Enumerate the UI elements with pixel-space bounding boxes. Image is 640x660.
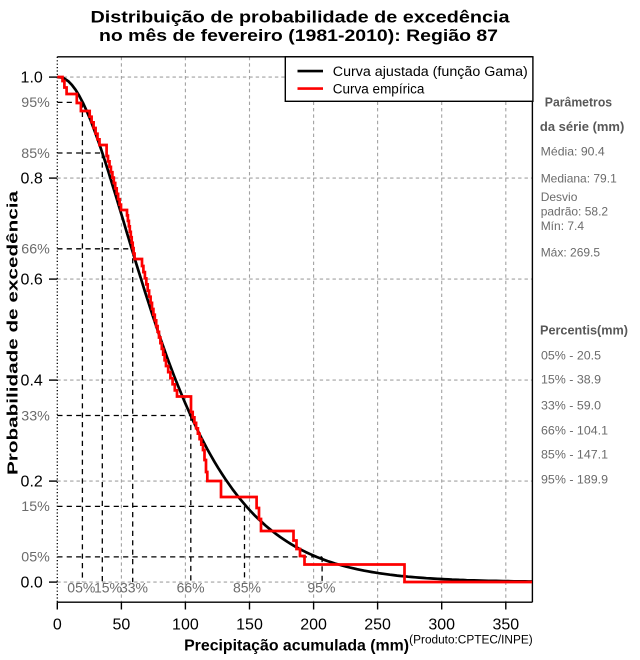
svg-text:200: 200 xyxy=(300,617,327,634)
svg-text:Parâmetros: Parâmetros xyxy=(545,95,612,109)
svg-text:0: 0 xyxy=(53,617,62,634)
svg-text:Distribuição de probabilidade: Distribuição de probabilidade de excedên… xyxy=(91,8,511,26)
svg-text:05% - 20.5: 05% - 20.5 xyxy=(541,349,601,363)
svg-text:85%: 85% xyxy=(21,145,50,161)
svg-text:Desvio: Desvio xyxy=(541,190,578,204)
svg-text:Mediana: 79.1: Mediana: 79.1 xyxy=(541,172,617,186)
svg-text:0.6: 0.6 xyxy=(21,272,43,289)
svg-text:1.0: 1.0 xyxy=(21,70,43,87)
svg-text:15%: 15% xyxy=(94,580,122,596)
svg-text:33%: 33% xyxy=(120,580,148,596)
svg-text:66% - 104.1: 66% - 104.1 xyxy=(541,424,608,438)
svg-text:Curva ajustada (função Gama): Curva ajustada (função Gama) xyxy=(333,64,528,79)
svg-text:33%: 33% xyxy=(21,407,50,423)
svg-text:padrão: 58.2: padrão: 58.2 xyxy=(541,204,609,218)
svg-text:15%: 15% xyxy=(21,498,50,514)
svg-text:0.8: 0.8 xyxy=(21,171,43,188)
svg-text:da série (mm): da série (mm) xyxy=(540,120,624,134)
svg-text:350: 350 xyxy=(492,617,519,634)
svg-text:95% - 189.9: 95% - 189.9 xyxy=(541,473,608,487)
svg-text:33% - 59.0: 33% - 59.0 xyxy=(541,399,601,413)
svg-text:0.0: 0.0 xyxy=(21,575,43,592)
svg-text:0.4: 0.4 xyxy=(21,373,43,390)
svg-text:150: 150 xyxy=(236,617,263,634)
svg-text:66%: 66% xyxy=(177,580,205,596)
svg-text:Probabilidade de excedência: Probabilidade de excedência xyxy=(6,190,22,475)
svg-text:15% - 38.9: 15% - 38.9 xyxy=(541,373,601,387)
svg-text:05%: 05% xyxy=(67,580,95,596)
svg-text:50: 50 xyxy=(113,617,131,634)
svg-text:66%: 66% xyxy=(21,241,50,257)
svg-text:250: 250 xyxy=(364,617,391,634)
svg-text:85% - 147.1: 85% - 147.1 xyxy=(541,448,608,462)
svg-text:Curva empírica: Curva empírica xyxy=(333,81,425,96)
svg-text:0.2: 0.2 xyxy=(21,474,43,491)
svg-text:Máx: 269.5: Máx: 269.5 xyxy=(541,246,601,260)
svg-text:100: 100 xyxy=(172,617,199,634)
svg-text:95%: 95% xyxy=(21,94,50,110)
svg-text:Média: 90.4: Média: 90.4 xyxy=(541,145,605,159)
svg-text:Precipitação acumulada (mm): Precipitação acumulada (mm) xyxy=(184,637,409,654)
svg-text:95%: 95% xyxy=(307,580,335,596)
svg-text:no mês de fevereiro (1981-2010: no mês de fevereiro (1981-2010): Região … xyxy=(99,27,498,45)
svg-text:Percentis(mm): Percentis(mm) xyxy=(540,324,628,338)
svg-text:Mín: 7.4: Mín: 7.4 xyxy=(541,219,585,233)
svg-text:85%: 85% xyxy=(233,580,261,596)
svg-text:(Produto:CPTEC/INPE): (Produto:CPTEC/INPE) xyxy=(409,635,533,647)
svg-text:05%: 05% xyxy=(21,549,50,565)
svg-text:300: 300 xyxy=(428,617,455,634)
